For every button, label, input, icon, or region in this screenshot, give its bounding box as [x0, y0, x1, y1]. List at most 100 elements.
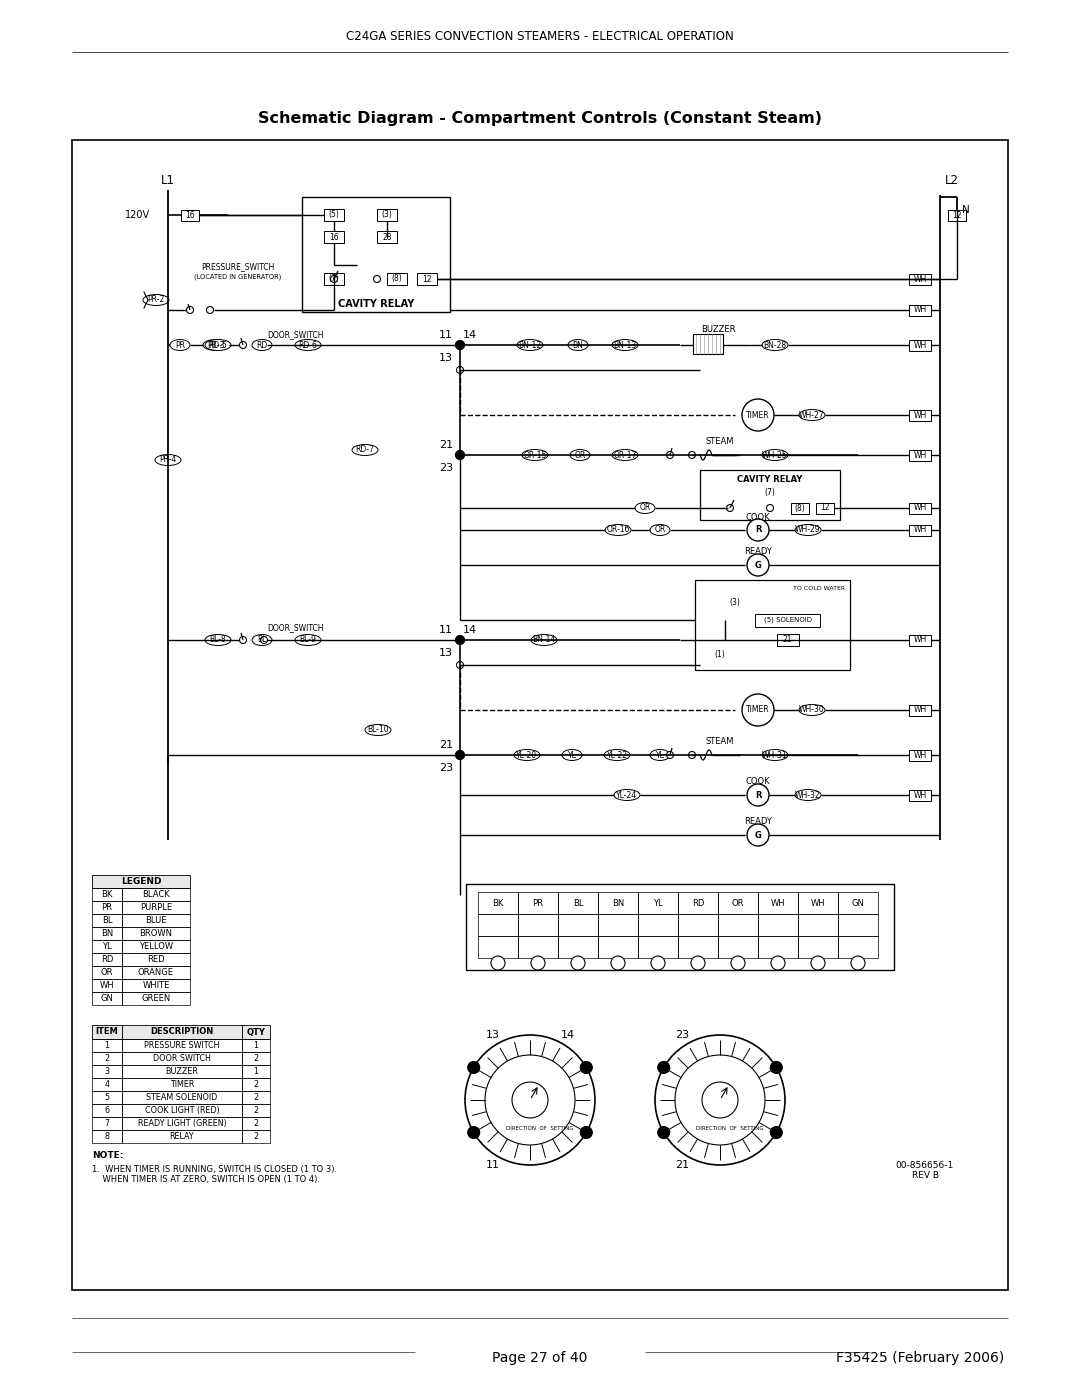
Bar: [598, 936, 638, 958]
Text: TIMER: TIMER: [746, 411, 770, 419]
Circle shape: [666, 752, 674, 759]
Bar: [122, 992, 190, 1004]
Text: BN-14: BN-14: [532, 636, 555, 644]
Bar: [693, 334, 723, 353]
Bar: [417, 272, 437, 285]
Text: BUZZER: BUZZER: [701, 326, 735, 334]
Text: Page 27 of 40: Page 27 of 40: [492, 1351, 588, 1365]
Bar: [518, 936, 558, 958]
Text: WH: WH: [914, 791, 927, 799]
Text: (LOCATED IN GENERATOR): (LOCATED IN GENERATOR): [194, 274, 282, 281]
Circle shape: [468, 1062, 480, 1073]
Bar: [948, 210, 966, 221]
Bar: [302, 197, 450, 312]
Text: 2: 2: [254, 1053, 258, 1063]
Text: WH: WH: [811, 898, 825, 908]
Text: 11: 11: [486, 1160, 499, 1169]
Text: OR: OR: [575, 450, 585, 460]
Bar: [122, 1104, 242, 1118]
Circle shape: [260, 341, 268, 348]
Text: OR: OR: [100, 968, 113, 977]
Text: DOOR SWITCH: DOOR SWITCH: [153, 1053, 211, 1063]
Text: 13: 13: [438, 648, 453, 658]
Bar: [598, 914, 638, 936]
Text: WH: WH: [914, 503, 927, 513]
Bar: [92, 1025, 122, 1039]
Bar: [324, 272, 345, 285]
Text: (8): (8): [392, 274, 403, 284]
Bar: [638, 914, 678, 936]
Ellipse shape: [295, 339, 321, 351]
Text: 3: 3: [105, 1067, 109, 1076]
Bar: [838, 893, 878, 914]
Text: BN: BN: [572, 341, 583, 349]
Bar: [92, 940, 122, 953]
Text: YELLOW: YELLOW: [139, 942, 173, 951]
Text: 12: 12: [953, 211, 962, 219]
Text: PRESSURE_SWITCH: PRESSURE_SWITCH: [201, 263, 274, 271]
Text: ITEM: ITEM: [96, 1028, 119, 1037]
Bar: [909, 789, 931, 800]
Text: (7): (7): [765, 489, 775, 497]
Ellipse shape: [650, 750, 670, 760]
Bar: [92, 1052, 122, 1065]
Bar: [122, 1039, 242, 1052]
Text: 12: 12: [422, 274, 432, 284]
Text: 11: 11: [438, 330, 453, 339]
Bar: [558, 936, 598, 958]
Circle shape: [531, 956, 545, 970]
Text: ORANGE: ORANGE: [138, 968, 174, 977]
Text: 13: 13: [438, 353, 453, 363]
Text: STEAM: STEAM: [705, 437, 734, 447]
Text: 5: 5: [105, 1092, 109, 1102]
Circle shape: [658, 1126, 670, 1139]
Circle shape: [240, 341, 246, 348]
Text: GN: GN: [100, 995, 113, 1003]
Bar: [909, 750, 931, 760]
Circle shape: [675, 1055, 765, 1146]
Bar: [598, 893, 638, 914]
Text: GREEN: GREEN: [141, 995, 171, 1003]
Circle shape: [742, 400, 774, 432]
Text: RELAY: RELAY: [170, 1132, 194, 1141]
Circle shape: [691, 956, 705, 970]
Text: RD-6: RD-6: [298, 341, 318, 349]
Circle shape: [187, 306, 193, 313]
Text: BN-28: BN-28: [764, 341, 786, 349]
Text: 21: 21: [675, 1160, 689, 1169]
Text: YL: YL: [656, 750, 664, 760]
Text: TIMER: TIMER: [746, 705, 770, 714]
Ellipse shape: [650, 524, 670, 535]
Text: COOK LIGHT (RED): COOK LIGHT (RED): [145, 1106, 219, 1115]
Circle shape: [731, 956, 745, 970]
Bar: [678, 893, 718, 914]
Text: (7): (7): [328, 274, 339, 284]
Bar: [122, 1052, 242, 1065]
Text: RD-7: RD-7: [355, 446, 375, 454]
Text: 00-856656-1
REV B: 00-856656-1 REV B: [896, 1161, 954, 1180]
Bar: [798, 936, 838, 958]
Text: PURPLE: PURPLE: [140, 902, 172, 912]
Text: OR-17: OR-17: [613, 450, 637, 460]
Text: 11: 11: [438, 624, 453, 636]
Circle shape: [811, 956, 825, 970]
Text: BUZZER: BUZZER: [165, 1067, 199, 1076]
Ellipse shape: [365, 725, 391, 735]
Circle shape: [571, 956, 585, 970]
Ellipse shape: [612, 450, 638, 461]
Ellipse shape: [605, 524, 631, 535]
Ellipse shape: [514, 750, 540, 760]
Bar: [242, 1091, 270, 1104]
Circle shape: [457, 366, 463, 373]
Bar: [909, 704, 931, 715]
Text: (3): (3): [381, 211, 392, 219]
Ellipse shape: [799, 704, 825, 715]
Ellipse shape: [635, 503, 654, 514]
Text: YL: YL: [103, 942, 112, 951]
Bar: [909, 450, 931, 461]
Text: 2: 2: [254, 1106, 258, 1115]
Text: WH-29: WH-29: [795, 525, 821, 535]
Circle shape: [747, 824, 769, 847]
Bar: [777, 634, 798, 645]
Text: WH: WH: [914, 411, 927, 419]
